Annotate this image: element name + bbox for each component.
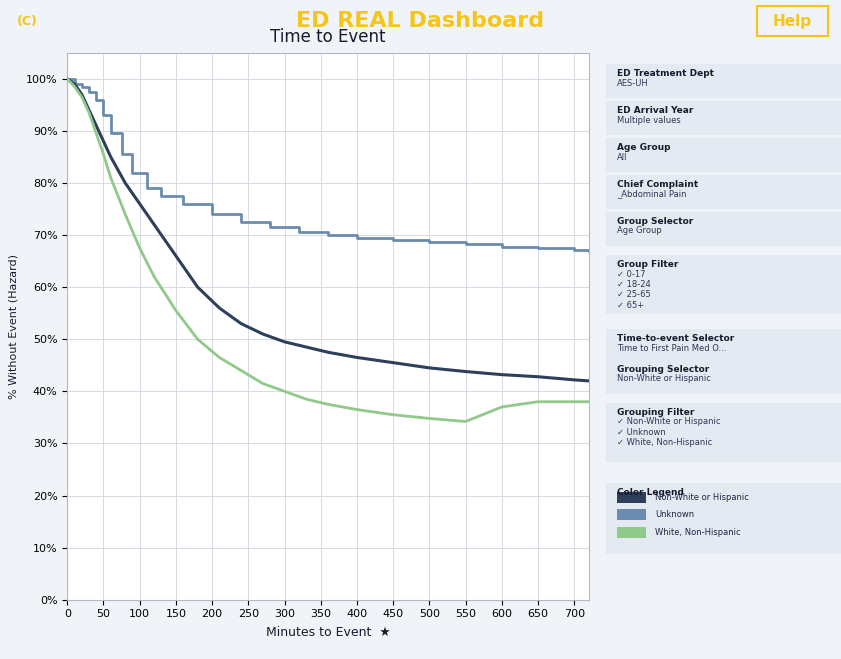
FancyBboxPatch shape [606, 101, 841, 135]
FancyBboxPatch shape [617, 527, 646, 538]
Text: Group Filter: Group Filter [617, 260, 679, 270]
FancyBboxPatch shape [606, 175, 841, 209]
FancyBboxPatch shape [606, 330, 841, 363]
FancyBboxPatch shape [606, 65, 841, 98]
Text: Help: Help [773, 14, 812, 29]
Text: All: All [617, 152, 627, 161]
Text: AES-UH: AES-UH [617, 78, 649, 88]
Text: Multiple values: Multiple values [617, 115, 681, 125]
FancyBboxPatch shape [606, 212, 841, 246]
Text: Group Selector: Group Selector [617, 217, 694, 226]
Text: ED Treatment Dept: ED Treatment Dept [617, 69, 714, 78]
Text: Chief Complaint: Chief Complaint [617, 181, 699, 189]
FancyBboxPatch shape [617, 509, 646, 521]
Text: Grouping Filter: Grouping Filter [617, 408, 695, 417]
Text: Age Group: Age Group [617, 227, 662, 235]
Text: Non-White or Hispanic: Non-White or Hispanic [655, 493, 748, 502]
Text: ED REAL Dashboard: ED REAL Dashboard [296, 11, 545, 32]
Text: ✓ Non-White or Hispanic
✓ Unknown
✓ White, Non-Hispanic: ✓ Non-White or Hispanic ✓ Unknown ✓ Whit… [617, 417, 721, 447]
Text: Age Group: Age Group [617, 143, 671, 152]
FancyBboxPatch shape [606, 256, 841, 314]
Text: Unknown: Unknown [655, 510, 694, 519]
X-axis label: Minutes to Event  ★: Minutes to Event ★ [266, 626, 390, 639]
Text: Time to First Pain Med O...: Time to First Pain Med O... [617, 343, 727, 353]
Text: White, Non-Hispanic: White, Non-Hispanic [655, 528, 741, 536]
Text: _Abdominal Pain: _Abdominal Pain [617, 190, 687, 198]
FancyBboxPatch shape [617, 492, 646, 503]
FancyBboxPatch shape [606, 403, 841, 462]
Text: ✓ 0-17
✓ 18-24
✓ 25-65
✓ 65+: ✓ 0-17 ✓ 18-24 ✓ 25-65 ✓ 65+ [617, 270, 651, 310]
Text: Non-White or Hispanic: Non-White or Hispanic [617, 374, 711, 384]
Text: Grouping Selector: Grouping Selector [617, 365, 710, 374]
Text: (C): (C) [17, 15, 38, 28]
Title: Time to Event: Time to Event [270, 28, 386, 45]
FancyBboxPatch shape [606, 360, 841, 394]
Text: ED Arrival Year: ED Arrival Year [617, 106, 694, 115]
Y-axis label: % Without Event (Hazard): % Without Event (Hazard) [9, 254, 19, 399]
FancyBboxPatch shape [606, 138, 841, 172]
FancyBboxPatch shape [606, 484, 841, 554]
Text: Color Legend: Color Legend [617, 488, 685, 498]
Text: Time-to-event Selector: Time-to-event Selector [617, 334, 734, 343]
